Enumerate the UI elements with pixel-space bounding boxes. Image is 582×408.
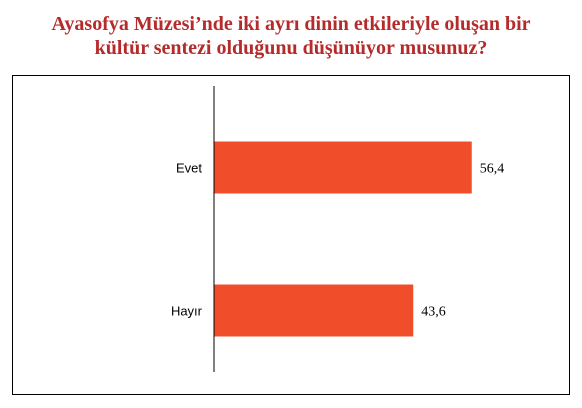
- chart-frame: Evet 56,4 Hayır 43,6: [12, 75, 570, 395]
- bar-chart: Evet 56,4 Hayır 43,6: [171, 86, 505, 372]
- data-label-hayir: 43,6: [421, 305, 446, 320]
- chart-title: Ayasofya Müzesi’nde iki ayrı dinin etkil…: [0, 12, 582, 60]
- category-label-evet: Evet: [176, 161, 202, 176]
- chart-title-line-1: Ayasofya Müzesi’nde iki ayrı dinin etkil…: [51, 13, 531, 35]
- category-label-hayir: Hayır: [171, 304, 203, 319]
- bar-evet: [214, 141, 472, 194]
- bar-hayir: [214, 284, 414, 337]
- chart-title-line-2: kültür sentezi olduğunu düşünüyor musunu…: [94, 37, 488, 59]
- data-label-evet: 56,4: [480, 162, 505, 177]
- bars-layer: Evet 56,4 Hayır 43,6: [171, 141, 505, 337]
